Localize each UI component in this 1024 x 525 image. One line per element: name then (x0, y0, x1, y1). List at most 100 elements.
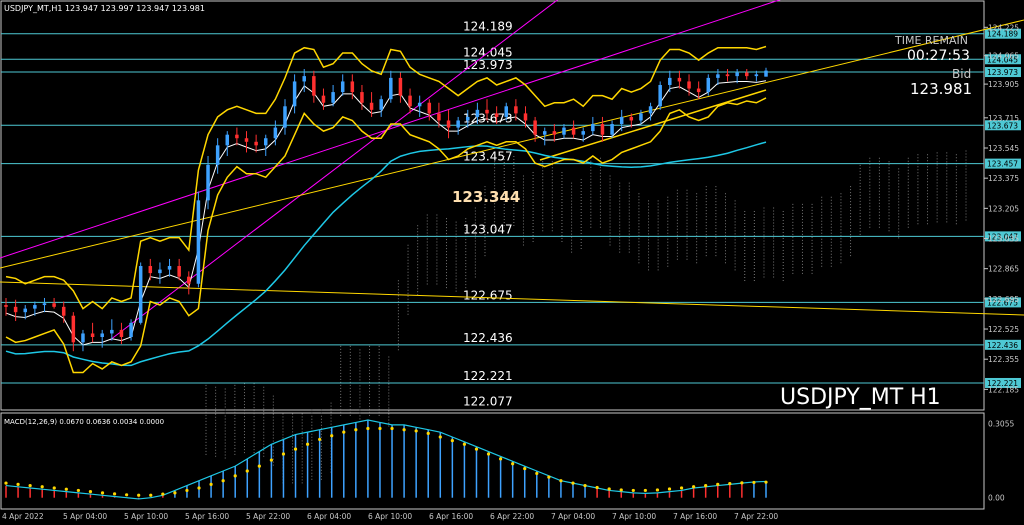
candle-body (379, 99, 383, 110)
candle-body (581, 131, 585, 135)
time-remain-label: TIME REMAIN (894, 34, 968, 47)
y-tick-label: 124.065 (988, 52, 1019, 61)
macd-signal-dot (330, 434, 334, 438)
macd-signal-dot (692, 485, 696, 489)
candle-body (514, 106, 518, 114)
macd-signal-dot (499, 457, 503, 461)
candle-body (206, 164, 210, 201)
candle-body (475, 109, 480, 117)
macd-signal-dot (137, 493, 141, 497)
candle-body (71, 315, 76, 343)
macd-signal-dot (88, 490, 93, 494)
candle-body (427, 102, 432, 114)
candle-body (398, 77, 403, 96)
macd-signal-dot (390, 426, 394, 431)
x-tick-label: 7 Apr 04:00 (551, 512, 595, 521)
macd-signal-dot (728, 482, 732, 486)
candle-body (687, 81, 691, 89)
macd-line (5, 419, 767, 500)
macd-signal-dot (547, 475, 551, 479)
level-axis-tag-label: 123.047 (987, 232, 1018, 241)
level-label: 122.436 (463, 331, 513, 345)
macd-signal-dot (631, 488, 635, 493)
macd-signal-dot (704, 483, 708, 488)
macd-signal-dot (209, 482, 213, 486)
symbol-label: USDJPY_MT H1 (780, 385, 941, 410)
macd-pane: 0.3055 0.00 (4, 419, 1014, 503)
level-label: 122.675 (463, 288, 513, 302)
candle-body (446, 120, 451, 128)
candle-body (610, 124, 614, 135)
bid-label: Bid (952, 67, 971, 81)
candle-body (725, 74, 730, 77)
macd-signal-dot (559, 479, 563, 483)
macd-signal-dot (426, 431, 430, 435)
macd-signal-dot (462, 442, 467, 446)
x-tick-label: 5 Apr 22:00 (246, 512, 290, 521)
macd-signal-dot (342, 430, 346, 434)
candle-body (302, 76, 306, 82)
y-tick-label: 122.865 (988, 265, 1019, 274)
candle-body (639, 113, 643, 121)
candle-body (735, 72, 739, 77)
channel-line (109, 0, 559, 341)
macd-signal-dot (64, 487, 68, 491)
candle-body (167, 266, 172, 270)
macd-signal-dot (607, 487, 611, 491)
macd-signal-dot (161, 492, 165, 496)
candle-body (158, 269, 162, 274)
macd-signal-dot (52, 486, 56, 490)
candle-body (591, 124, 595, 132)
macd-signal-dot (281, 452, 286, 456)
macd-signal-dot (474, 447, 479, 451)
candle-body (437, 113, 441, 121)
macd-signal-dot (40, 485, 44, 489)
macd-signal-dot (643, 488, 647, 493)
candle-body (533, 120, 537, 135)
candles (4, 67, 768, 352)
candle-body (360, 92, 364, 103)
macd-signal-dot (764, 480, 768, 484)
candle-body (215, 145, 220, 165)
x-tick-label: 5 Apr 16:00 (185, 512, 229, 521)
x-tick-label: 6 Apr 16:00 (429, 512, 473, 521)
level-label: 124.189 (463, 20, 513, 34)
macd-signal-dot (740, 481, 744, 485)
level-axis-tag (985, 231, 1021, 242)
candle-body (369, 102, 374, 110)
level-axis-tag (985, 120, 1021, 131)
candle-body (706, 77, 711, 93)
macd-signal-dot (269, 458, 273, 462)
candle-body (456, 120, 460, 128)
candle-body (13, 306, 18, 313)
bid-value: 123.981 (910, 80, 972, 98)
y-tick-label: 124.225 (988, 23, 1019, 32)
candle-body (90, 333, 95, 338)
macd-signal-dot (402, 428, 406, 432)
macd-signal-dot (76, 488, 80, 493)
x-tick-label: 6 Apr 10:00 (368, 512, 412, 521)
trend-line (0, 281, 1024, 316)
macd-signal-dot (245, 469, 249, 473)
macd-signal-dot (197, 486, 201, 490)
level-axis-tag (985, 339, 1021, 350)
macd-signal-dot (511, 462, 515, 466)
macd-signal-dot (318, 437, 322, 442)
macd-signal-dot (679, 486, 684, 490)
channel-line (0, 0, 781, 259)
macd-signal-dot (667, 487, 672, 491)
chart-header: USDJPY_MT,H1 123.947 123.997 123.947 123… (4, 4, 205, 13)
level-axis-tag-label: 123.673 (987, 121, 1018, 130)
candle-body (312, 76, 316, 96)
price-axis: 124.225 124.065 123.905 123.715 123.545 123.3… (984, 23, 1019, 394)
candle-body (571, 127, 576, 135)
candle-body (52, 303, 56, 307)
x-tick-label: 7 Apr 22:00 (734, 512, 778, 521)
macd-signal-dot (125, 493, 129, 497)
y-tick-label: 122.695 (988, 295, 1019, 304)
candle-body (600, 124, 605, 135)
indicator-lines (0, 0, 1024, 374)
macd-signal-dot (149, 493, 153, 497)
candle-body (23, 308, 27, 313)
macd-signal-dot (571, 481, 575, 485)
